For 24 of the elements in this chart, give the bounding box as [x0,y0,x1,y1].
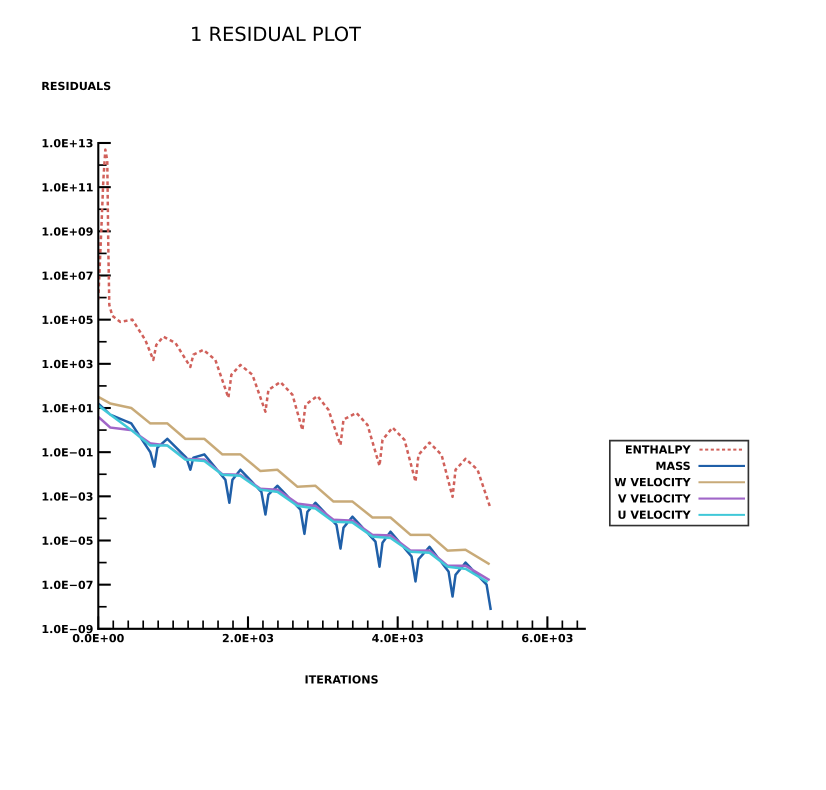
y-tick-label: 1.0E+03 [42,360,93,368]
x-tick-label: 6.0E+03 [522,634,573,642]
legend-label: MASS [656,462,690,470]
y-tick-label: 1.0E+13 [42,138,93,148]
legend-label: ENTHALPY [626,445,691,454]
y-tick-label: 1.0E+09 [42,227,93,236]
y-tick-label: 1.0E+05 [42,316,93,324]
chart-title: 1 RESIDUAL PLOT [192,26,362,42]
x-tick-label: 2.0E+03 [222,634,274,642]
x-tick-label: 4.0E+03 [372,634,423,642]
legend-label: W VELOCITY [614,478,691,486]
x-axis-title: ITERATIONS [306,675,378,684]
y-tick-label: 1.0E+01 [42,404,93,412]
y-tick-label: 1.0E+07 [42,271,93,280]
y-tick-label: 1.0E−09 [42,624,93,634]
legend-label: V VELOCITY [618,494,691,503]
x-tick-label: 0.0E+00 [72,634,124,642]
y-tick-label: 1.0E−05 [42,536,93,545]
y-axis-title: RESIDUALS [42,82,110,90]
y-tick-label: 1.0E−07 [42,580,93,590]
y-tick-label: 1.0E−03 [42,492,93,501]
y-tick-label: 1.0E−01 [42,448,93,457]
y-tick-label: 1.0E+11 [42,183,93,192]
legend-label: U VELOCITY [618,510,691,519]
